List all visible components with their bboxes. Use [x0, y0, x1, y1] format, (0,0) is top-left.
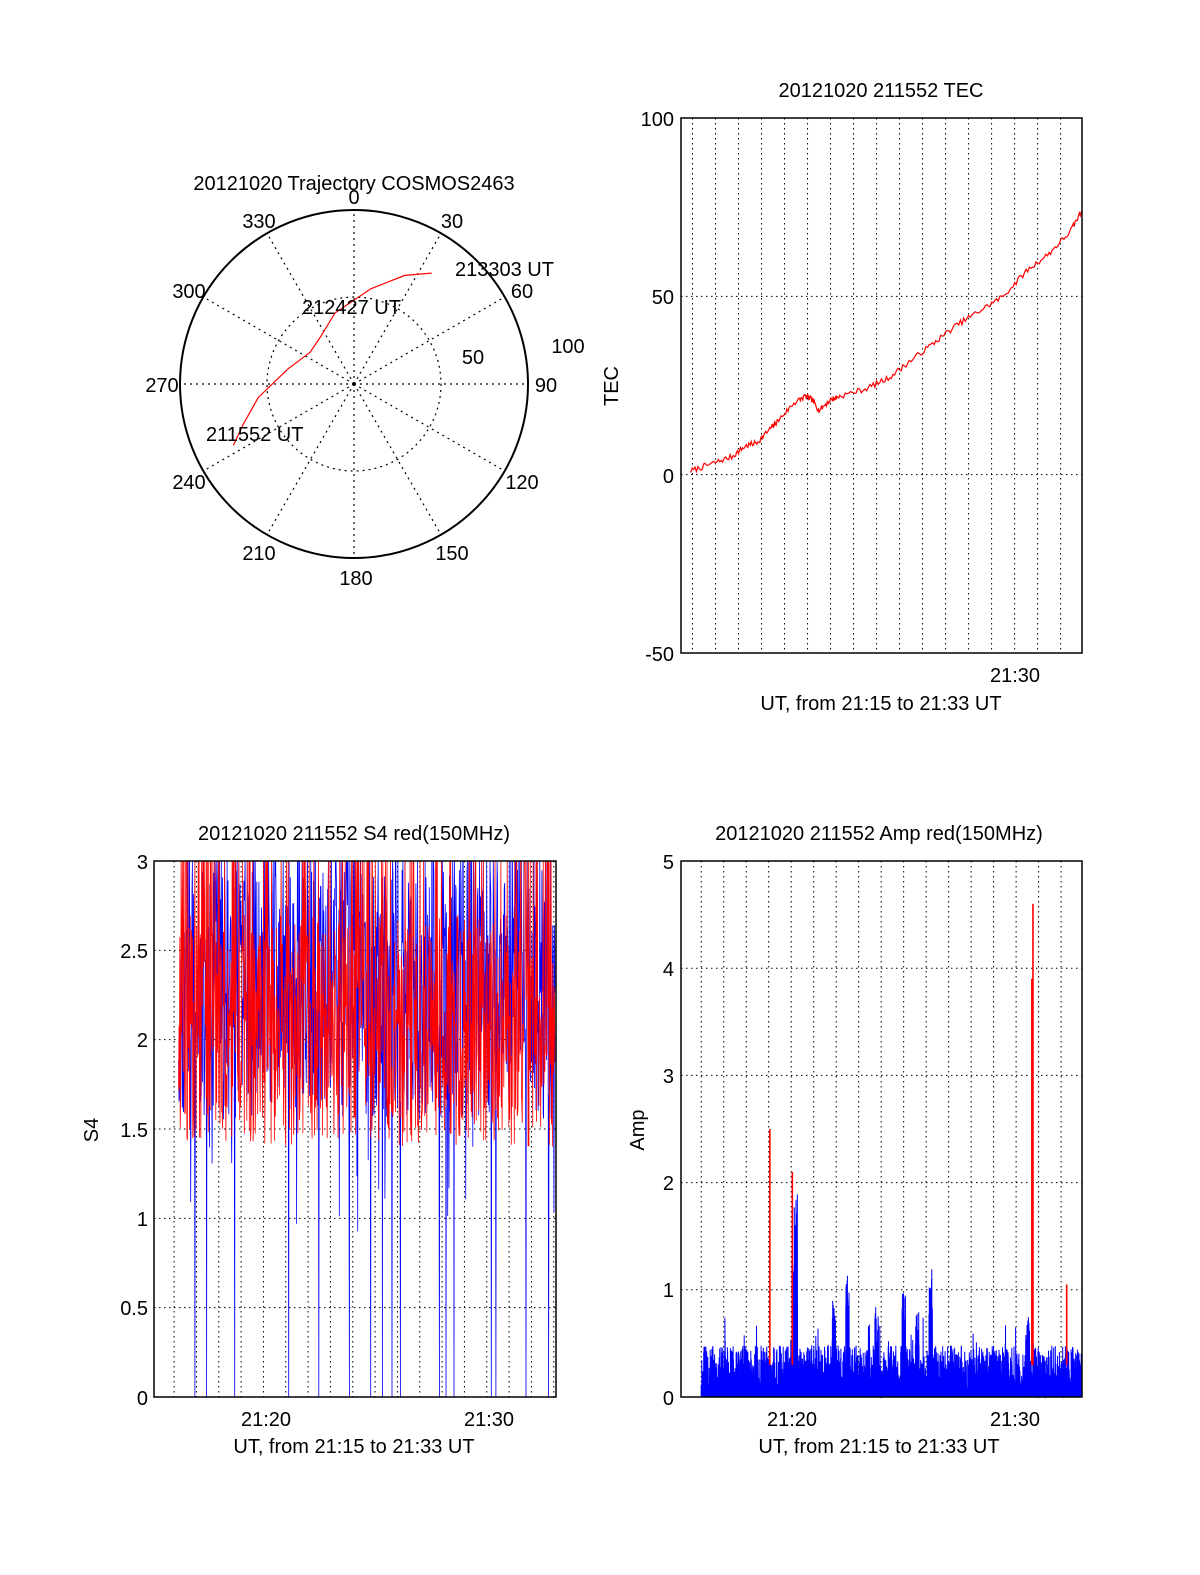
- tec-ytick-0: 0: [663, 466, 674, 488]
- annotation-start-time: 211552 UT: [206, 424, 303, 446]
- tec-ylabel: TEC: [601, 366, 623, 406]
- s4-ytick-2.5: 2.5: [120, 941, 148, 963]
- polar-spoke-120: [353, 383, 505, 472]
- amp-chart: 20121020 211552 Amp red(150MHz) 5 4 3 2 …: [627, 823, 1083, 1458]
- s4-title: 20121020 211552 S4 red(150MHz): [198, 823, 510, 845]
- annotation-mid-time: 212427 UT: [302, 297, 401, 319]
- s4-ylabel: S4: [81, 1118, 103, 1142]
- azimuth-label-270: 270: [145, 375, 178, 397]
- polar-outer-circle: [179, 209, 529, 559]
- amp-blue-series: [700, 1194, 1083, 1399]
- azimuth-label-120: 120: [505, 472, 538, 494]
- tec-ytick-neg50: -50: [645, 644, 674, 666]
- s4-ytick-2: 2: [137, 1030, 148, 1052]
- amp-ytick-3: 3: [663, 1066, 674, 1088]
- amp-ytick-1: 1: [663, 1280, 674, 1302]
- amp-ytick-2: 2: [663, 1173, 674, 1195]
- amp-plot-frame: [680, 860, 1083, 1398]
- polar-spoke-60: [353, 296, 505, 385]
- s4-chart: 20121020 211552 S4 red(150MHz) 3 2.5 2 1…: [81, 823, 557, 1458]
- tec-xlabel: UT, from 21:15 to 21:33 UT: [760, 693, 1001, 715]
- amp-ytick-4: 4: [663, 959, 674, 981]
- azimuth-labels: 0 30 60 90 120 150 180 210 240 270 300 3…: [145, 187, 557, 590]
- polar-spoke-330: [266, 233, 355, 385]
- azimuth-label-30: 30: [441, 211, 463, 233]
- radial-label-100: 100: [551, 336, 584, 358]
- azimuth-label-300: 300: [172, 281, 205, 303]
- amp-ytick-5: 5: [663, 852, 674, 874]
- amp-series: [700, 903, 1083, 1399]
- azimuth-label-210: 210: [242, 543, 275, 565]
- amp-title: 20121020 211552 Amp red(150MHz): [715, 823, 1043, 845]
- s4-series: [178, 860, 556, 1398]
- polar-ring-50: [266, 296, 442, 472]
- azimuth-label-240: 240: [172, 472, 205, 494]
- trajectory-line: [232, 272, 432, 446]
- tec-chart: 20121020 211552 TEC 100 50 0 -50 21:30 U…: [601, 80, 1083, 715]
- tec-title: 20121020 211552 TEC: [779, 80, 984, 102]
- amp-grid: [681, 861, 1082, 1397]
- polar-spoke-300: [203, 296, 355, 385]
- tec-grid: [681, 118, 1082, 653]
- azimuth-label-90: 90: [535, 375, 557, 397]
- tec-plot-frame: [680, 117, 1083, 654]
- polar-title: 20121020 Trajectory COSMOS2463: [193, 173, 514, 195]
- s4-red-series: [178, 860, 556, 1147]
- amp-xtick-2120: 21:20: [767, 1409, 817, 1431]
- tec-xtick-2130: 21:30: [990, 665, 1040, 687]
- tec-ytick-100: 100: [641, 109, 674, 131]
- amp-ylabel: Amp: [627, 1109, 649, 1150]
- s4-ytick-0: 0: [137, 1388, 148, 1410]
- s4-ytick-0.5: 0.5: [120, 1298, 148, 1320]
- azimuth-label-0: 0: [348, 187, 359, 209]
- polar-spoke-240: [203, 383, 355, 472]
- azimuth-label-180: 180: [339, 568, 372, 590]
- s4-plot-frame: [153, 860, 557, 1398]
- polar-spoke-210: [266, 383, 355, 535]
- radial-label-50: 50: [462, 347, 484, 369]
- polar-spoke-150: [353, 383, 442, 535]
- amp-ytick-0: 0: [663, 1388, 674, 1410]
- amp-xtick-2130: 21:30: [990, 1409, 1040, 1431]
- azimuth-label-60: 60: [511, 281, 533, 303]
- polar-grid: [180, 210, 528, 558]
- s4-xlabel: UT, from 21:15 to 21:33 UT: [233, 1436, 474, 1458]
- s4-ytick-1.5: 1.5: [120, 1120, 148, 1142]
- annotation-end-time: 213303 UT: [455, 259, 554, 281]
- azimuth-label-330: 330: [242, 211, 275, 233]
- s4-xtick-2120: 21:20: [241, 1409, 291, 1431]
- azimuth-label-150: 150: [435, 543, 468, 565]
- polar-spoke-30: [353, 233, 442, 385]
- s4-xtick-2130: 21:30: [464, 1409, 514, 1431]
- amp-xlabel: UT, from 21:15 to 21:33 UT: [758, 1436, 999, 1458]
- tec-ytick-50: 50: [652, 287, 674, 309]
- tec-series-line: [690, 210, 1083, 474]
- s4-ytick-1: 1: [137, 1209, 148, 1231]
- s4-ytick-3: 3: [137, 852, 148, 874]
- polar-trajectory-chart: 20121020 Trajectory COSMOS2463 0 30 60 9…: [145, 173, 584, 590]
